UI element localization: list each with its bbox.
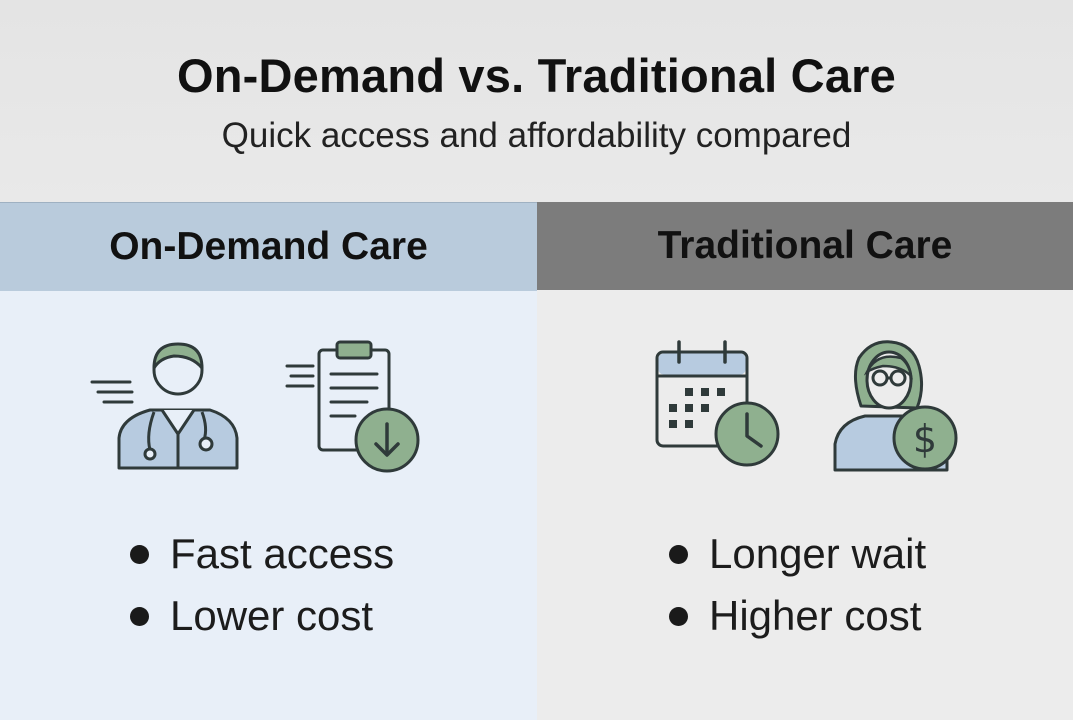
list-item: Higher cost (669, 592, 926, 654)
bullet-text: Longer wait (709, 530, 927, 577)
clipboard-download-icon (283, 336, 423, 476)
traditional-bullet-list: Longer wait Higher cost (669, 530, 926, 654)
bullet-text: Lower cost (170, 592, 374, 639)
list-item: Lower cost (130, 592, 394, 654)
doctor-with-stethoscope-icon (88, 338, 243, 473)
page-subtitle: Quick access and affordability compared (221, 116, 852, 155)
patient-dollar-icon: $ (831, 336, 966, 476)
on-demand-icons (0, 332, 537, 482)
bullet-dot (669, 607, 688, 626)
on-demand-bullet-list: Fast access Lower cost (130, 530, 394, 654)
calendar-clock-icon (651, 336, 786, 476)
list-item: Fast access (130, 530, 394, 592)
svg-text:$: $ (913, 417, 937, 461)
bullet-text: Fast access (170, 530, 395, 577)
header: On-Demand vs. Traditional Care Quick acc… (0, 0, 1073, 202)
on-demand-heading: On-Demand Care (0, 202, 537, 291)
bullet-dot (669, 545, 688, 564)
traditional-icons: $ (537, 332, 1073, 482)
bullet-dot (130, 607, 149, 626)
page-title: On-Demand vs. Traditional Care (176, 49, 896, 102)
list-item: Longer wait (669, 530, 926, 592)
bullet-dot (130, 545, 149, 564)
traditional-column: Traditional Care (537, 202, 1073, 720)
on-demand-column: On-Demand Care (0, 202, 537, 720)
bullet-text: Higher cost (709, 592, 922, 639)
traditional-heading: Traditional Care (537, 202, 1073, 290)
